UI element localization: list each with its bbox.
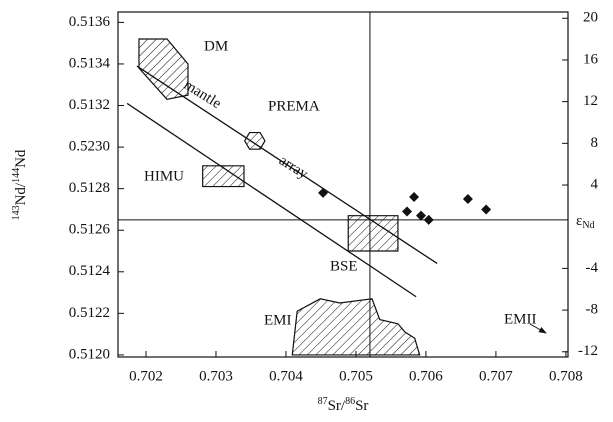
y2-tick-label: 16 bbox=[583, 51, 599, 67]
x-tick-label: 0.707 bbox=[479, 368, 513, 384]
x-tick-label: 0.706 bbox=[409, 368, 443, 384]
data-point bbox=[409, 191, 420, 202]
emii-arrow bbox=[529, 323, 547, 334]
y-axis-label: 143Nd/144Nd bbox=[11, 149, 29, 220]
x-tick-label: 0.708 bbox=[549, 368, 583, 384]
y2-tick-label: 20 bbox=[583, 10, 598, 26]
x-tick-label: 0.705 bbox=[339, 368, 373, 384]
field bbox=[202, 165, 245, 188]
field bbox=[138, 38, 189, 100]
data-point bbox=[318, 187, 329, 198]
x-tick-label: 0.702 bbox=[129, 368, 163, 384]
data-point bbox=[423, 214, 434, 225]
y2-tick-label: 8 bbox=[591, 135, 599, 151]
x-tick-label: 0.703 bbox=[199, 368, 233, 384]
y2-tick-label: -8 bbox=[586, 302, 599, 318]
y-tick-label: 0.5230 bbox=[69, 139, 110, 155]
field bbox=[243, 131, 266, 150]
field-label: BSE bbox=[330, 258, 358, 274]
data-point bbox=[481, 204, 492, 215]
y2-tick-label: 12 bbox=[583, 93, 598, 109]
data-point bbox=[416, 210, 427, 221]
field bbox=[347, 215, 399, 252]
field-label: EMI bbox=[264, 312, 292, 328]
annotation: EMII bbox=[504, 311, 537, 327]
y-tick-label: 0.5124 bbox=[69, 263, 111, 279]
x-axis-label: 87Sr/86Sr bbox=[318, 396, 369, 414]
y-tick-label: 0.5136 bbox=[69, 14, 111, 30]
x-tick-label: 0.704 bbox=[269, 368, 303, 384]
field-label: DM bbox=[204, 38, 228, 54]
y2-label-part: Nd bbox=[582, 220, 594, 231]
y2-tick-label: 4 bbox=[591, 176, 599, 192]
field-label: PREMA bbox=[268, 98, 320, 114]
annotation: array bbox=[276, 153, 311, 183]
y2-tick-label: -12 bbox=[578, 343, 598, 359]
y-tick-label: 0.5122 bbox=[69, 305, 110, 321]
field bbox=[291, 298, 421, 356]
y-tick-label: 0.5132 bbox=[69, 97, 110, 113]
y2-axis-label: εNd bbox=[576, 213, 595, 231]
data-point bbox=[462, 194, 473, 205]
mantle-array-line bbox=[126, 102, 417, 298]
y-tick-label: 0.5126 bbox=[69, 222, 111, 238]
y-tick-label: 0.5134 bbox=[69, 55, 111, 71]
plot-frame bbox=[117, 11, 569, 358]
y-tick-label: 0.5120 bbox=[69, 346, 110, 362]
y2-tick-label: -4 bbox=[586, 260, 599, 276]
data-point bbox=[402, 206, 413, 217]
y-tick-label: 0.5128 bbox=[69, 180, 110, 196]
field-label: HIMU bbox=[144, 168, 184, 184]
y2-label-part: ε bbox=[576, 213, 582, 229]
